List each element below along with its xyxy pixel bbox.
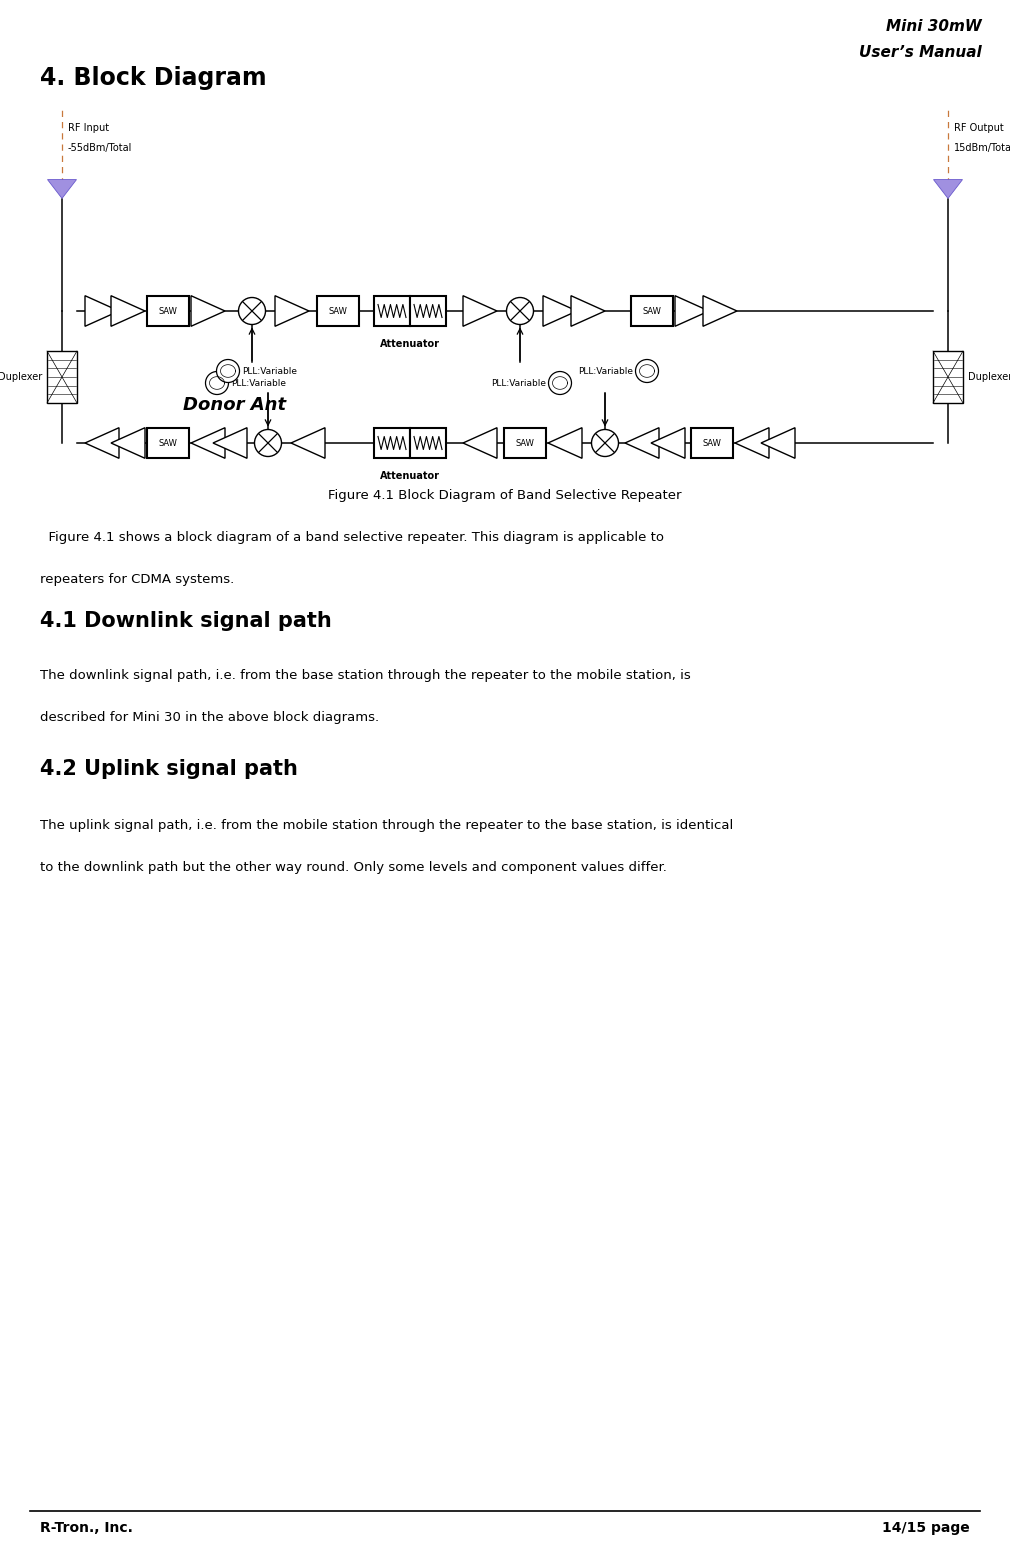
Bar: [631, 297, 673, 326]
Text: R-Tron., Inc.: R-Tron., Inc.: [40, 1520, 133, 1534]
Text: 4. Block Diagram: 4. Block Diagram: [40, 66, 267, 91]
Text: Figure 4.1 shows a block diagram of a band selective repeater. This diagram is a: Figure 4.1 shows a block diagram of a ba…: [40, 531, 664, 543]
Text: SAW: SAW: [159, 439, 178, 448]
Text: PLL:Variable: PLL:Variable: [231, 378, 286, 387]
Polygon shape: [651, 428, 685, 459]
Bar: [147, 297, 189, 326]
Bar: [374, 428, 410, 457]
Circle shape: [506, 298, 533, 325]
Polygon shape: [191, 295, 225, 326]
Text: SAW: SAW: [328, 306, 347, 315]
Bar: [147, 428, 189, 457]
Polygon shape: [571, 295, 605, 326]
Text: SAW: SAW: [703, 439, 721, 448]
Text: User’s Manual: User’s Manual: [860, 45, 982, 59]
Text: Duplexer: Duplexer: [968, 372, 1010, 382]
Text: The uplink signal path, i.e. from the mobile station through the repeater to the: The uplink signal path, i.e. from the mo…: [40, 820, 733, 832]
Text: Mini 30mW: Mini 30mW: [886, 19, 982, 34]
Text: Attenuator: Attenuator: [380, 339, 440, 350]
Bar: [410, 297, 446, 326]
Text: 15dBm/Total: 15dBm/Total: [954, 144, 1010, 153]
Polygon shape: [675, 295, 709, 326]
Text: PLL:Variable: PLL:Variable: [242, 367, 297, 376]
Text: The downlink signal path, i.e. from the base station through the repeater to the: The downlink signal path, i.e. from the …: [40, 670, 691, 682]
Polygon shape: [735, 428, 769, 459]
Polygon shape: [933, 180, 963, 198]
Circle shape: [216, 359, 239, 382]
Text: SAW: SAW: [515, 439, 534, 448]
Text: PLL:Variable: PLL:Variable: [578, 367, 633, 376]
Text: SAW: SAW: [159, 306, 178, 315]
Circle shape: [548, 372, 572, 395]
Polygon shape: [761, 428, 795, 459]
Polygon shape: [213, 428, 247, 459]
Bar: [410, 428, 446, 457]
Polygon shape: [85, 295, 119, 326]
Polygon shape: [543, 295, 577, 326]
Text: SAW: SAW: [642, 306, 662, 315]
Bar: [317, 297, 359, 326]
Bar: [47, 351, 77, 403]
Polygon shape: [47, 180, 77, 198]
Text: RF Output: RF Output: [954, 123, 1004, 133]
Text: Donor Ant: Donor Ant: [184, 396, 287, 414]
Text: RF Input: RF Input: [68, 123, 109, 133]
Polygon shape: [111, 428, 145, 459]
Polygon shape: [548, 428, 582, 459]
Polygon shape: [275, 295, 309, 326]
Polygon shape: [291, 428, 325, 459]
Circle shape: [635, 359, 659, 382]
Text: Figure 4.1 Block Diagram of Band Selective Repeater: Figure 4.1 Block Diagram of Band Selecti…: [328, 489, 682, 503]
Polygon shape: [625, 428, 659, 459]
Text: 4.1 Downlink signal path: 4.1 Downlink signal path: [40, 610, 331, 631]
Text: Duplexer: Duplexer: [0, 372, 42, 382]
Polygon shape: [703, 295, 737, 326]
Polygon shape: [463, 428, 497, 459]
Circle shape: [238, 298, 266, 325]
Circle shape: [205, 372, 228, 395]
Bar: [374, 297, 410, 326]
Polygon shape: [85, 428, 119, 459]
Text: described for Mini 30 in the above block diagrams.: described for Mini 30 in the above block…: [40, 710, 379, 724]
Text: -55dBm/Total: -55dBm/Total: [68, 144, 132, 153]
Circle shape: [255, 429, 282, 456]
Bar: [691, 428, 733, 457]
Polygon shape: [191, 428, 225, 459]
Bar: [504, 428, 546, 457]
Bar: [933, 351, 963, 403]
Circle shape: [592, 429, 618, 456]
Polygon shape: [463, 295, 497, 326]
Text: PLL:Variable: PLL:Variable: [491, 378, 546, 387]
Text: 14/15 page: 14/15 page: [883, 1520, 970, 1534]
Text: 4.2 Uplink signal path: 4.2 Uplink signal path: [40, 759, 298, 779]
Polygon shape: [111, 295, 145, 326]
Text: repeaters for CDMA systems.: repeaters for CDMA systems.: [40, 573, 234, 585]
Text: Attenuator: Attenuator: [380, 471, 440, 481]
Text: to the downlink path but the other way round. Only some levels and component val: to the downlink path but the other way r…: [40, 862, 667, 874]
